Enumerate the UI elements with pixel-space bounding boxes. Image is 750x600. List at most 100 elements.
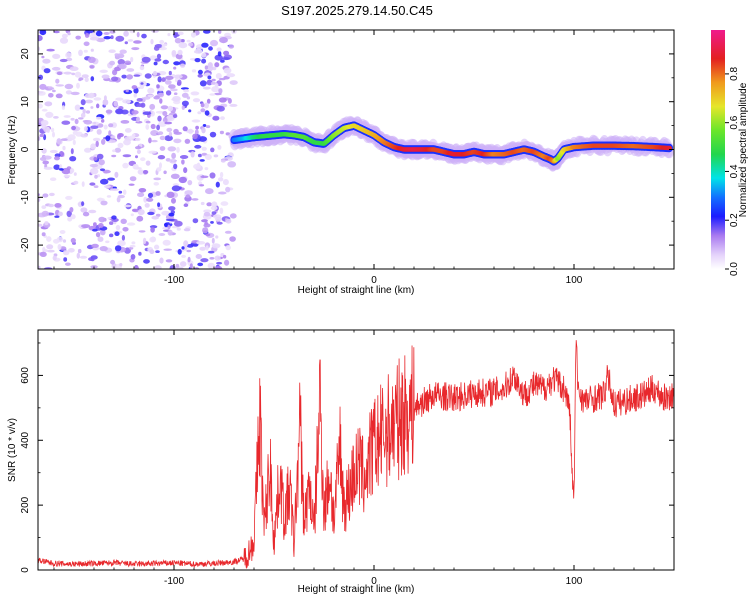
y-tick-label: -10 <box>20 190 31 205</box>
spectrogram-noise-blob <box>136 103 144 108</box>
spectrogram-noise-blob <box>61 167 71 175</box>
spectrogram-noise-blob <box>43 126 50 133</box>
spectrogram-noise-blob <box>180 87 189 90</box>
spectrogram-noise-blob <box>137 192 145 197</box>
colorbar-tick-label: 0.8 <box>729 67 740 81</box>
spectrogram-noise-blob <box>101 119 105 123</box>
spectrogram-noise-blob <box>191 198 199 201</box>
colorbar-tick-label: 0.0 <box>729 262 740 276</box>
spectrogram-noise-blob <box>136 98 143 102</box>
spectrogram-noise-blob <box>124 127 132 133</box>
spectrogram-noise-blob <box>82 120 89 123</box>
spectrogram-noise-blob <box>69 168 75 174</box>
colorbar-tick-label: 0.6 <box>729 115 740 129</box>
spectrogram-noise-blob <box>153 45 160 51</box>
spectrogram-noise-blob <box>138 230 146 233</box>
spectrogram-noise-blob <box>136 149 141 154</box>
spectrogram-noise-blob <box>200 175 209 179</box>
spectrogram-noise-blob <box>135 146 142 150</box>
spectrogram-noise-blob <box>153 95 160 100</box>
spectrogram-noise-blob <box>165 75 174 80</box>
spectrogram-noise-blob <box>80 207 88 213</box>
spectrogram-noise-blob <box>188 109 192 113</box>
y-tick-label: 400 <box>20 431 31 448</box>
spectrogram-noise-blob <box>203 30 211 34</box>
spectrogram-noise-blob <box>127 39 134 42</box>
spectrogram-noise-blob <box>214 62 220 68</box>
spectrogram-noise-blob <box>99 246 108 252</box>
spectrogram-noise-blob <box>39 133 45 138</box>
spectrogram-noise-blob <box>131 85 138 90</box>
spectrogram-noise-blob <box>121 74 127 79</box>
spectrogram-noise-blob <box>120 109 129 115</box>
spectrogram-noise-blob <box>168 131 173 137</box>
spectrogram-noise-blob <box>210 147 215 153</box>
spectrogram-noise-blob <box>180 39 185 43</box>
snr-x-axis-label: Height of straight line (km) <box>298 584 415 595</box>
spectrogram-noise-blob <box>192 98 201 103</box>
y-tick-label: 200 <box>20 496 31 513</box>
x-tick-label: -100 <box>164 576 184 587</box>
spectrogram-noise-blob <box>44 101 53 107</box>
spectrogram-noise-blob <box>203 223 211 228</box>
spectrogram-noise-blob <box>80 133 88 138</box>
spectrogram-noise-blob <box>114 245 122 252</box>
spectrogram-noise-blob <box>183 203 189 207</box>
spectrogram-noise-blob <box>151 139 158 143</box>
spectrogram-noise-blob <box>194 144 202 149</box>
spectrogram-noise-blob <box>140 157 146 162</box>
spectrogram-noise-blob <box>195 125 200 130</box>
spectrogram-noise-blob <box>213 154 219 158</box>
spectrogram-noise-blob <box>61 120 71 125</box>
spectrogram-noise-blob <box>53 164 61 170</box>
spectrogram-noise-blob <box>229 213 237 219</box>
spectrogram-noise-blob <box>63 174 71 178</box>
spectrogram-noise-blob <box>100 229 106 236</box>
spectrogram-noise-blob <box>197 262 204 267</box>
spectrogram-noise-blob <box>126 68 135 72</box>
spectrogram-noise-blob <box>210 81 217 85</box>
y-tick-label: 0 <box>20 567 31 573</box>
spectrogram-noise-blob <box>90 48 94 52</box>
spectrogram-noise-blob <box>125 62 131 65</box>
spectrogram-noise-blob <box>59 58 68 63</box>
spectrogram-noise-blob <box>130 56 134 63</box>
spectrogram-noise-blob <box>94 174 98 179</box>
spectrogram-noise-blob <box>41 210 49 217</box>
spectrogram-noise-blob <box>103 95 107 101</box>
spectrogram-noise-blob <box>201 219 208 223</box>
spectrogram-noise-blob <box>124 204 132 208</box>
spectrogram-noise-blob <box>130 253 136 260</box>
spectrogram-noise-blob <box>135 155 138 159</box>
spectrogram-noise-blob <box>104 185 111 189</box>
y-tick-label: -20 <box>20 237 31 252</box>
spectrogram-noise-blob <box>43 68 51 74</box>
spectrogram-noise-blob <box>129 176 137 182</box>
spectrogram-noise-blob <box>173 220 183 227</box>
spectrogram-noise-blob <box>96 153 104 160</box>
spectrogram-noise-blob <box>159 146 166 151</box>
spectrogram-noise-blob <box>183 167 188 174</box>
spectrogram-noise-blob <box>207 250 215 254</box>
spectrogram-noise-blob <box>69 156 77 162</box>
spectrogram-noise-blob <box>209 131 217 138</box>
spectrogram-noise-blob <box>152 70 158 76</box>
spectrogram-noise-blob <box>90 125 99 129</box>
spectrogram-noise-blob <box>188 42 194 47</box>
spectrogram-noise-blob <box>111 215 117 220</box>
spectrogram-noise-blob <box>227 98 232 104</box>
spectrogram-noise-blob <box>74 71 82 78</box>
spectrogram-noise-blob <box>161 210 171 216</box>
spectrogram-noise-blob <box>85 99 93 104</box>
spectrogram-noise-blob <box>59 168 64 171</box>
spectrogram-noise-blob <box>132 163 139 170</box>
spectrogram-noise-blob <box>98 216 106 223</box>
spectrogram-noise-blob <box>122 154 132 158</box>
spectrogram-noise-blob <box>187 180 193 186</box>
spectrogram-noise-blob <box>80 99 86 106</box>
spectrogram-noise-blob <box>149 236 157 243</box>
spectrogram-noise-blob <box>216 47 222 52</box>
spectrogram-noise-blob <box>67 134 76 141</box>
spectrogram-noise-blob <box>46 244 54 250</box>
spectrogram-noise-blob <box>164 80 172 85</box>
